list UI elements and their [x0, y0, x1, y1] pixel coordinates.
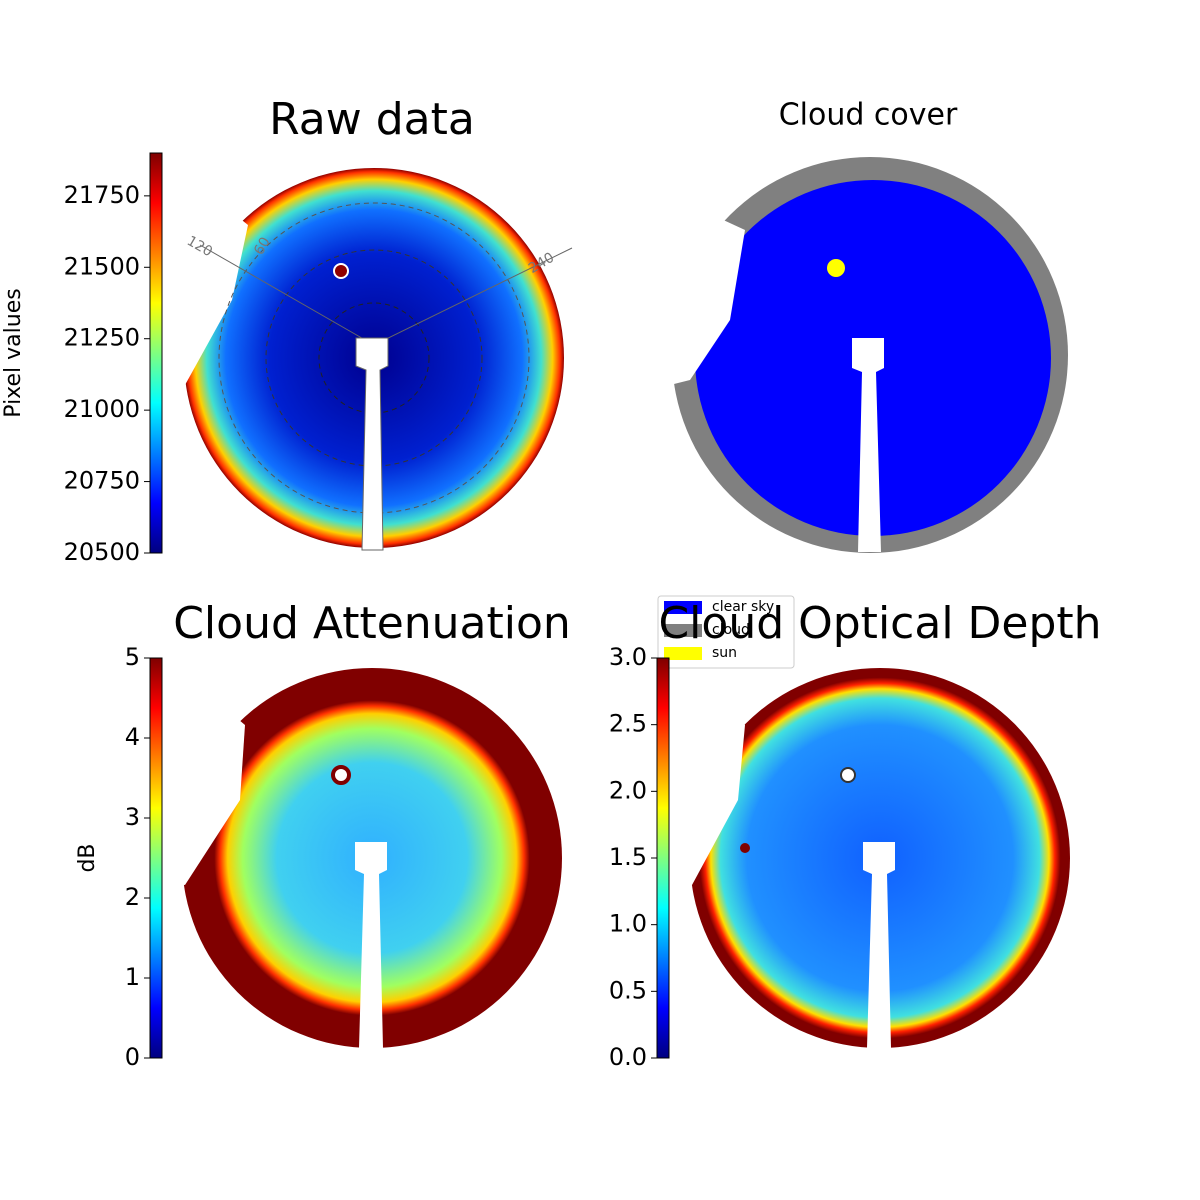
colorbar-tick-label: 20750: [64, 467, 140, 495]
panel-title: Cloud Attenuation: [173, 598, 571, 649]
attenuation-image: [150, 668, 562, 1048]
cloud-cover-image: [640, 157, 1068, 553]
colorbar-tick-label: 1: [125, 963, 140, 991]
legend-swatch: [664, 601, 702, 614]
colorbar-tick-label: 4: [125, 723, 140, 751]
legend: clear sky cloud sun: [657, 595, 795, 669]
legend-swatch: [664, 647, 702, 660]
legend-label: clear sky: [712, 599, 774, 615]
colorbar-tick-label: 2.0: [609, 776, 647, 804]
colorbar-tick-label: 3.0: [609, 643, 647, 671]
panel-title: Raw data: [269, 94, 475, 145]
colorbar-tick-label: 21000: [64, 395, 140, 423]
colorbar-tick-label: 5: [125, 643, 140, 671]
colorbar-tick-label: 0.5: [609, 976, 647, 1004]
legend-label: cloud: [712, 622, 750, 638]
colorbar-tick-label: 2.5: [609, 710, 647, 738]
colorbar-label: dB: [75, 843, 100, 872]
legend-label: sun: [712, 645, 737, 661]
legend-swatch: [664, 624, 702, 637]
colorbar-tick-label: 1.5: [609, 843, 647, 871]
colorbar-tick-label: 3: [125, 803, 140, 831]
raw-image: [150, 168, 573, 551]
optical-depth-image: [660, 668, 1070, 1048]
panel-title: Cloud Optical Depth: [658, 598, 1101, 649]
colorbar-tick-label: 20500: [64, 538, 140, 566]
colorbar: [149, 152, 163, 554]
colorbar-tick-label: 2: [125, 883, 140, 911]
colorbar: [656, 657, 670, 1059]
colorbar-tick-label: 21750: [64, 181, 140, 209]
colorbar-tick-label: 21250: [64, 324, 140, 352]
colorbar-tick-label: 0: [125, 1043, 140, 1071]
colorbar-tick-label: 0.0: [609, 1043, 647, 1071]
colorbar: [149, 657, 163, 1059]
colorbar-tick-label: 21500: [64, 252, 140, 280]
colorbar-label: Pixel values: [1, 288, 26, 417]
polar-label: 60: [251, 235, 274, 258]
panel-title: Cloud cover: [779, 98, 958, 133]
colorbar-tick-label: 1.0: [609, 910, 647, 938]
